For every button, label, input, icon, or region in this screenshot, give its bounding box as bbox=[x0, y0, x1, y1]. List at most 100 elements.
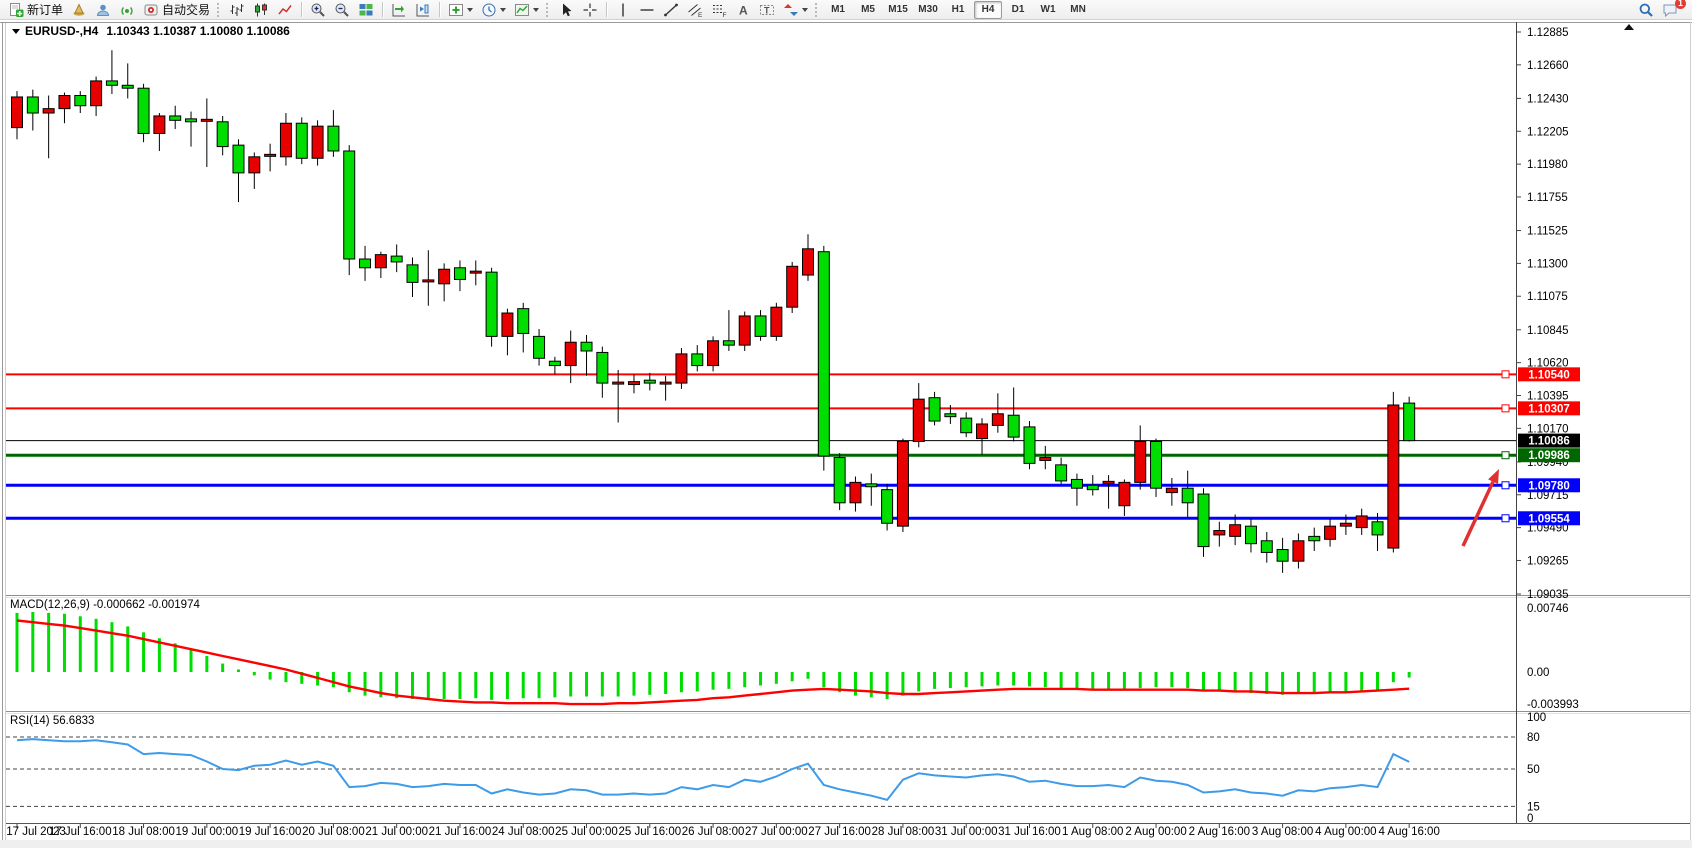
price-badge-label: 1.09986 bbox=[1528, 450, 1570, 462]
toolbar-grip[interactable] bbox=[217, 2, 222, 17]
candle bbox=[279, 122, 292, 158]
timeframe-m15-button[interactable]: M15 bbox=[888, 3, 908, 15]
trend-arrow[interactable] bbox=[1461, 480, 1495, 547]
timeframe-mn-button[interactable]: MN bbox=[1070, 3, 1086, 15]
chevron-down-icon[interactable] bbox=[533, 7, 540, 12]
arrows-button[interactable] bbox=[779, 0, 812, 20]
price-tick-label: 1.09490 bbox=[1527, 523, 1569, 535]
fibonacci-button[interactable]: F bbox=[707, 0, 731, 20]
chevron-down-icon[interactable] bbox=[467, 7, 474, 12]
price-tick-label: 1.10620 bbox=[1527, 358, 1569, 370]
price-badge bbox=[1518, 478, 1580, 493]
cloud-user-button[interactable] bbox=[91, 0, 115, 20]
hline-anchor[interactable] bbox=[1501, 481, 1510, 490]
date-label: 31 Jul 16:00 bbox=[998, 826, 1061, 838]
tile-windows-button[interactable] bbox=[354, 0, 378, 20]
vertical-line-button[interactable] bbox=[611, 0, 635, 20]
line-chart-icon bbox=[277, 2, 293, 18]
candle bbox=[169, 115, 182, 121]
candle bbox=[580, 341, 593, 352]
notification-badge: 1 bbox=[1675, 0, 1686, 9]
seal-button[interactable] bbox=[67, 0, 91, 20]
candle bbox=[42, 108, 55, 114]
chevron-down-icon[interactable] bbox=[802, 7, 809, 12]
candle bbox=[849, 481, 862, 504]
candle bbox=[896, 440, 909, 527]
cursor-button[interactable] bbox=[554, 0, 578, 20]
price-badge-label: 1.10086 bbox=[1528, 436, 1570, 448]
date-label: 28 Jul 08:00 bbox=[872, 826, 935, 838]
trend-arrow-head[interactable] bbox=[1488, 469, 1499, 485]
candle bbox=[343, 150, 356, 260]
chevron-down-icon[interactable] bbox=[12, 28, 20, 34]
date-label: 1 Aug 08:00 bbox=[1062, 826, 1123, 838]
autotrade-button[interactable]: 自动交易 bbox=[139, 0, 214, 20]
toolbar-grip[interactable] bbox=[815, 2, 820, 17]
chevron-down-icon[interactable] bbox=[500, 7, 507, 12]
timeframe-m5-button[interactable]: M5 bbox=[861, 3, 875, 15]
candle bbox=[390, 255, 403, 263]
chat-button[interactable]: 1 bbox=[1658, 0, 1686, 20]
text-label-icon: T bbox=[759, 2, 775, 18]
candle bbox=[74, 95, 87, 107]
candle bbox=[406, 264, 419, 283]
candle bbox=[643, 379, 656, 384]
price-tick-label: 1.09265 bbox=[1527, 555, 1569, 567]
new-order-button[interactable]: 新订单 bbox=[4, 0, 67, 20]
timeframe-h4-button[interactable]: H4 bbox=[974, 0, 1003, 19]
date-label: 24 Jul 08:00 bbox=[492, 826, 555, 838]
toolbar-separator bbox=[606, 2, 608, 17]
equidistant-channel-button[interactable]: E bbox=[683, 0, 707, 20]
toolbar-separator bbox=[439, 2, 441, 17]
candle bbox=[248, 156, 261, 174]
bar-chart-icon bbox=[229, 2, 245, 18]
symbol-period-label: EURUSD-,H4 bbox=[25, 24, 99, 38]
zoom-out-button[interactable] bbox=[330, 0, 354, 20]
candle bbox=[1276, 549, 1289, 562]
hline-anchor[interactable] bbox=[1501, 514, 1510, 523]
line-chart-button[interactable] bbox=[273, 0, 297, 20]
horizontal-line-icon bbox=[639, 2, 655, 18]
timeframe-w1-button[interactable]: W1 bbox=[1040, 3, 1056, 15]
crosshair-button[interactable] bbox=[578, 0, 602, 20]
text-button[interactable]: A bbox=[731, 0, 755, 20]
scale-marker-icon[interactable] bbox=[1624, 24, 1634, 30]
text-label-button[interactable]: T bbox=[755, 0, 779, 20]
candle bbox=[469, 270, 482, 274]
timeframe-m30-button[interactable]: M30 bbox=[918, 3, 938, 15]
hline-anchor[interactable] bbox=[1501, 370, 1510, 379]
search-icon bbox=[1638, 2, 1654, 18]
timeframe-h1-button[interactable]: H1 bbox=[951, 3, 965, 15]
arrows-icon bbox=[783, 2, 799, 18]
candle bbox=[1086, 484, 1099, 491]
horizontal-line-button[interactable] bbox=[635, 0, 659, 20]
bar-chart-button[interactable] bbox=[225, 0, 249, 20]
tile-windows-icon bbox=[358, 2, 374, 18]
candlestick-chart-button[interactable] bbox=[249, 0, 273, 20]
templates-button[interactable] bbox=[510, 0, 543, 20]
candle bbox=[707, 340, 720, 367]
hline-anchor[interactable] bbox=[1501, 451, 1510, 460]
chart-shift-button[interactable] bbox=[411, 0, 435, 20]
search-button[interactable] bbox=[1634, 0, 1658, 20]
price-tick-label: 1.10395 bbox=[1527, 391, 1569, 403]
timeframe-d1-button[interactable]: D1 bbox=[1011, 3, 1025, 15]
hline-anchor[interactable] bbox=[1501, 404, 1510, 413]
auto-scroll-button[interactable] bbox=[387, 0, 411, 20]
indicators-icon bbox=[448, 2, 464, 18]
periods-button[interactable] bbox=[477, 0, 510, 20]
candle bbox=[1102, 480, 1115, 484]
rsi-scale-label: 100 bbox=[1527, 712, 1546, 724]
candle bbox=[311, 125, 324, 159]
indicators-button[interactable] bbox=[444, 0, 477, 20]
trendline-button[interactable] bbox=[659, 0, 683, 20]
timeframe-m1-button[interactable]: M1 bbox=[831, 3, 845, 15]
new-order-label: 新订单 bbox=[27, 3, 64, 17]
candle bbox=[596, 351, 609, 384]
toolbar-grip[interactable] bbox=[546, 2, 551, 17]
zoom-in-button[interactable] bbox=[306, 0, 330, 20]
broadcast-button[interactable] bbox=[115, 0, 139, 20]
rsi-scale-label: 15 bbox=[1527, 801, 1540, 813]
